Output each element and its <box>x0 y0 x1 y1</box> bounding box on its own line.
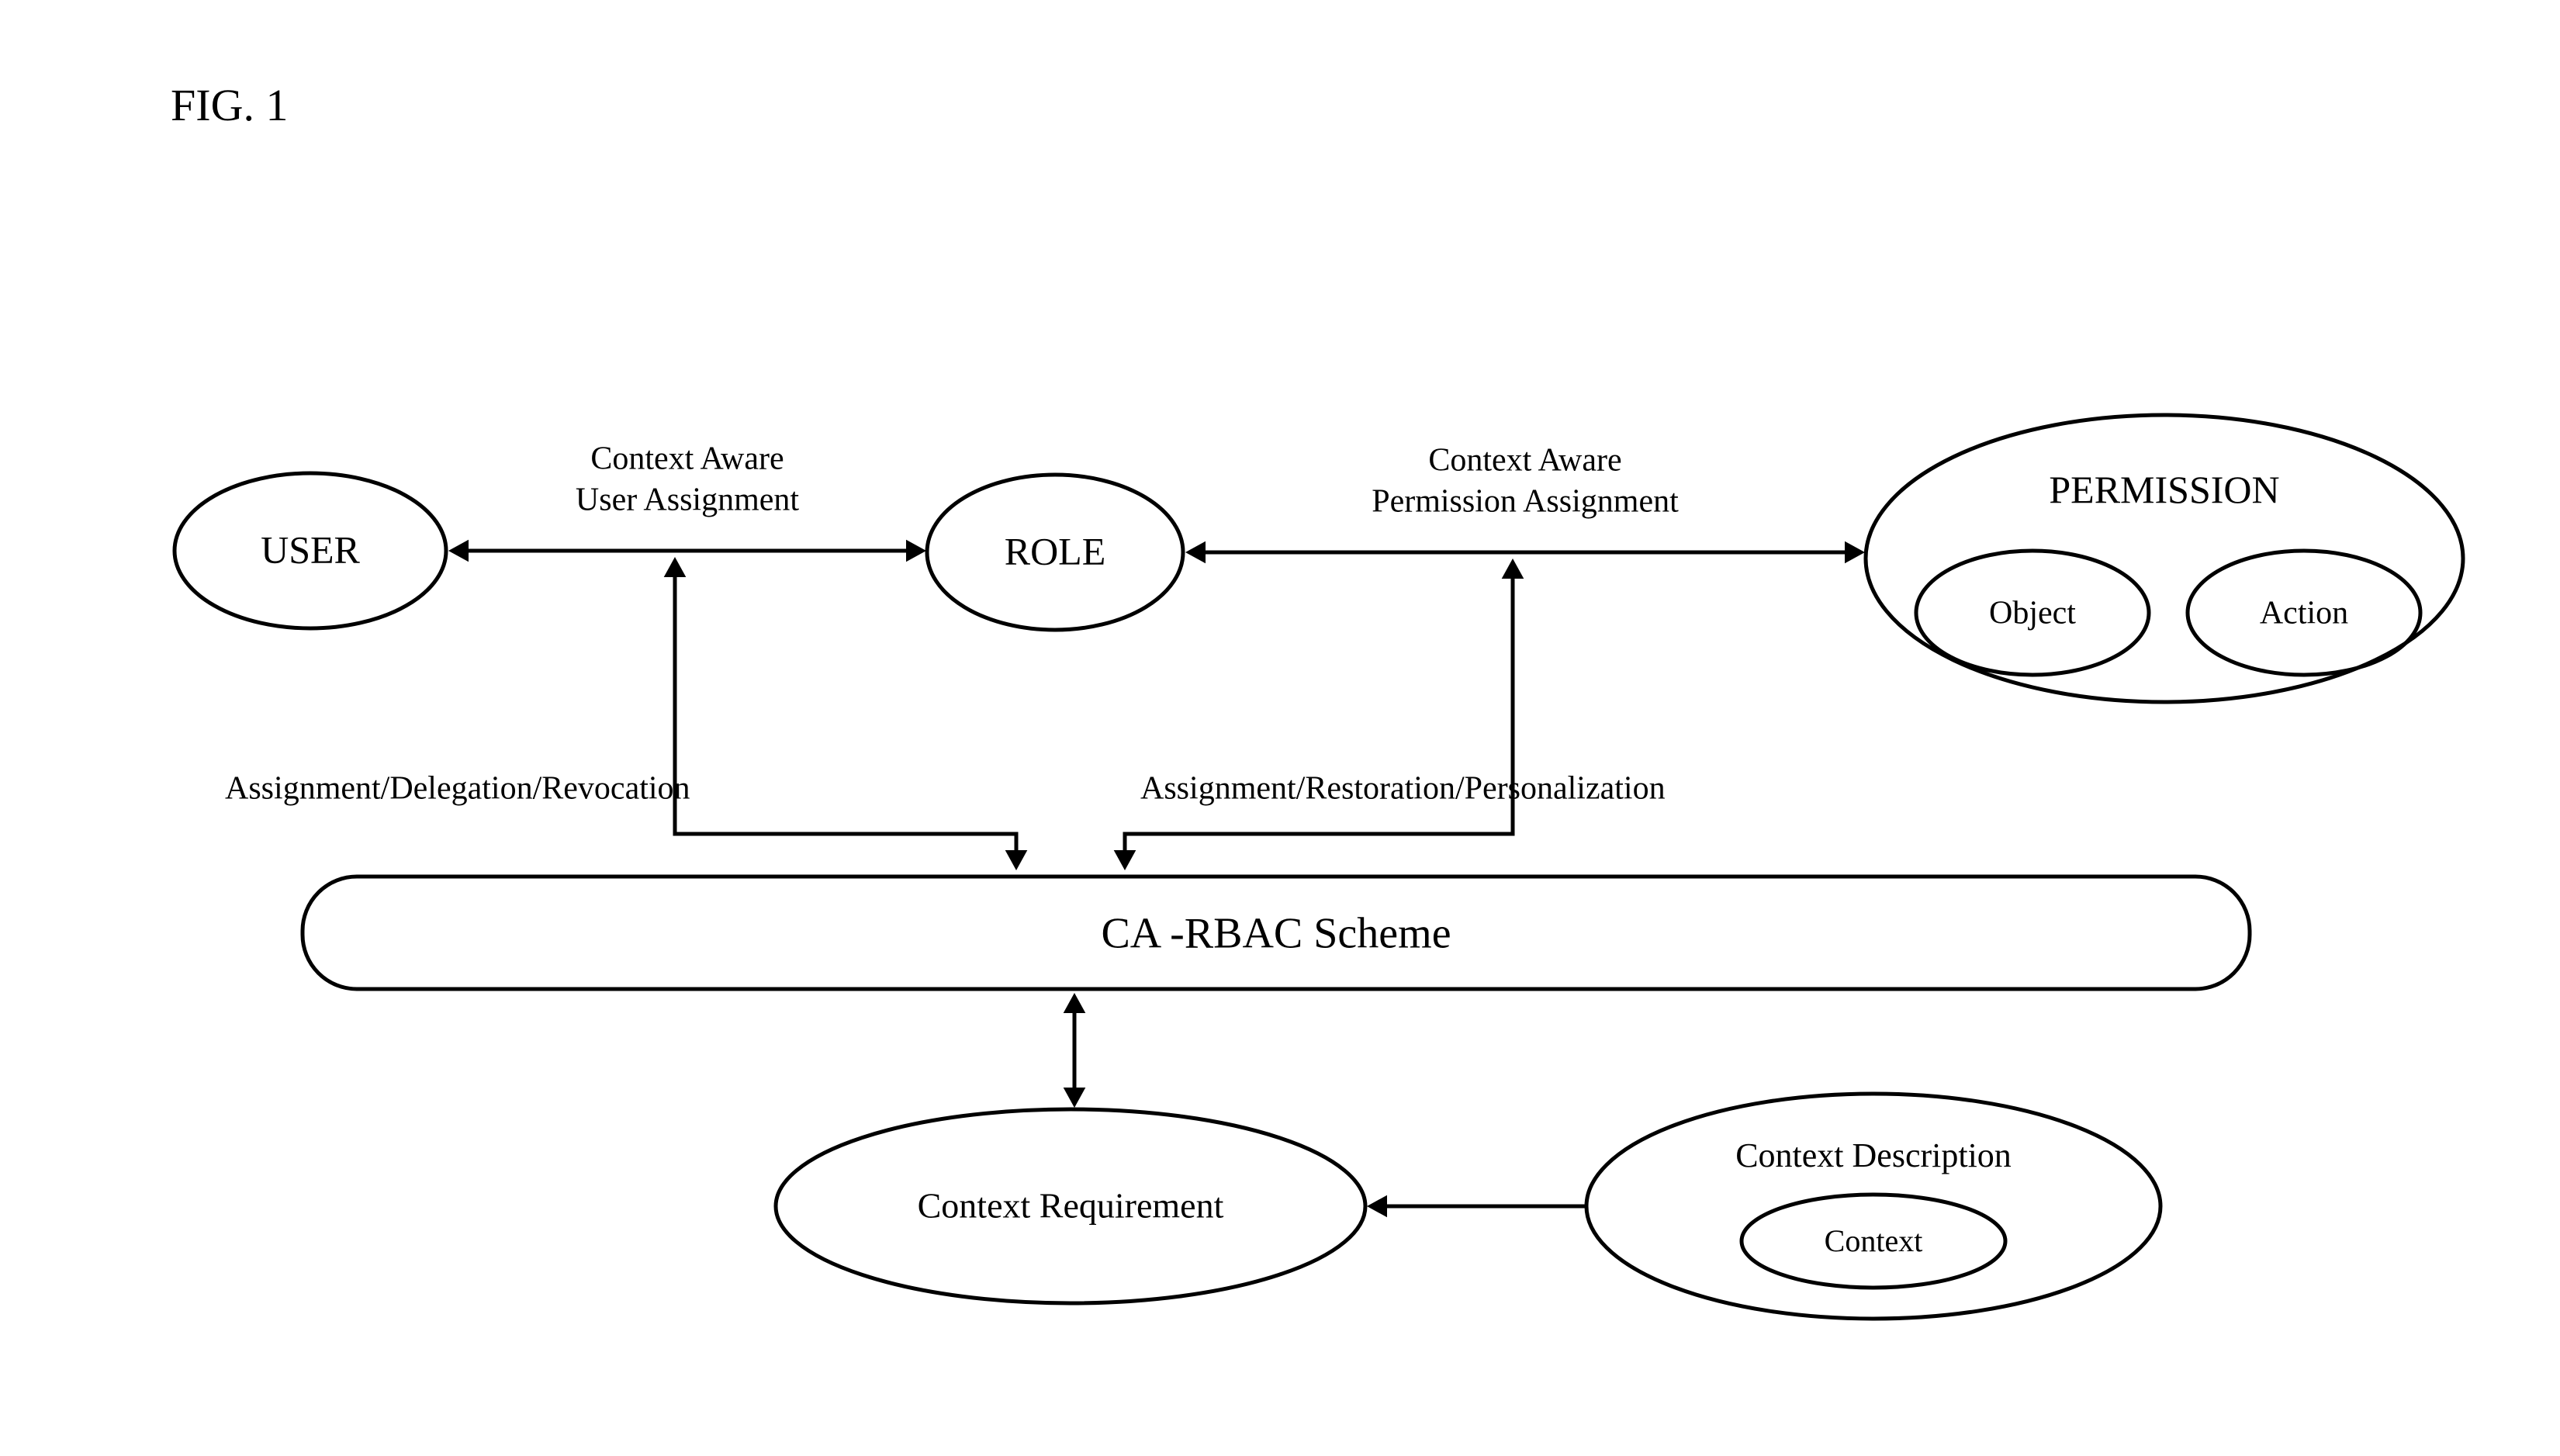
node-context-description: Context Description Context <box>1586 1094 2160 1319</box>
edge-scheme-contextreq <box>1064 993 1086 1108</box>
svg-text:ROLE: ROLE <box>1005 529 1106 572</box>
edge-role-permission: Context Aware Permission Assignment <box>1185 443 1865 564</box>
svg-text:Permission Assignment: Permission Assignment <box>1372 484 1679 520</box>
svg-text:Action: Action <box>2260 596 2348 631</box>
node-scheme: CA -RBAC Scheme <box>303 877 2250 989</box>
svg-text:Context: Context <box>1825 1223 1923 1258</box>
edge-contextdesc-contextreq <box>1367 1195 1586 1218</box>
svg-text:Context Description: Context Description <box>1735 1136 2012 1174</box>
svg-text:Context Aware: Context Aware <box>1428 443 1621 479</box>
figure-svg: FIG. 1 USER ROLE PERMISSIONObjectAction … <box>0 0 2560 1456</box>
figure-caption: FIG. 1 <box>171 80 288 130</box>
svg-text:Assignment/Delegation/Revocati: Assignment/Delegation/Revocation <box>225 771 690 807</box>
svg-text:Context Requirement: Context Requirement <box>918 1186 1224 1226</box>
edge-assignment-left: Assignment/Delegation/Revocation <box>225 557 1027 870</box>
svg-text:USER: USER <box>261 527 360 571</box>
svg-text:Assignment/Restoration/Persona: Assignment/Restoration/Personalization <box>1140 771 1666 807</box>
node-user: USER <box>175 473 446 628</box>
svg-text:Object: Object <box>1989 596 2076 631</box>
edge-assignment-right: Assignment/Restoration/Personalization <box>1114 559 1666 870</box>
node-context-requirement: Context Requirement <box>776 1109 1365 1303</box>
node-role: ROLE <box>927 475 1183 630</box>
edge-user-role: Context Aware User Assignment <box>448 441 926 562</box>
svg-text:User Assignment: User Assignment <box>576 482 799 518</box>
node-permission: PERMISSION Object Action <box>1866 415 2463 702</box>
svg-text:Context Aware: Context Aware <box>590 441 784 477</box>
svg-text:PERMISSION: PERMISSION <box>2049 468 2279 511</box>
svg-text:CA -RBAC Scheme: CA -RBAC Scheme <box>1101 909 1451 957</box>
